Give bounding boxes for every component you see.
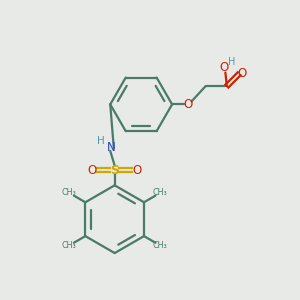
Text: O: O bbox=[238, 67, 247, 80]
Text: H: H bbox=[228, 57, 235, 67]
Text: N: N bbox=[106, 141, 115, 154]
Text: CH₃: CH₃ bbox=[153, 241, 167, 250]
Text: CH₃: CH₃ bbox=[62, 241, 77, 250]
Text: CH₃: CH₃ bbox=[62, 188, 77, 197]
Text: H: H bbox=[97, 136, 105, 146]
Text: O: O bbox=[132, 164, 142, 176]
Text: O: O bbox=[88, 164, 97, 176]
Text: S: S bbox=[110, 164, 119, 176]
Text: CH₃: CH₃ bbox=[153, 188, 167, 197]
Text: O: O bbox=[219, 61, 229, 74]
Text: O: O bbox=[183, 98, 193, 111]
